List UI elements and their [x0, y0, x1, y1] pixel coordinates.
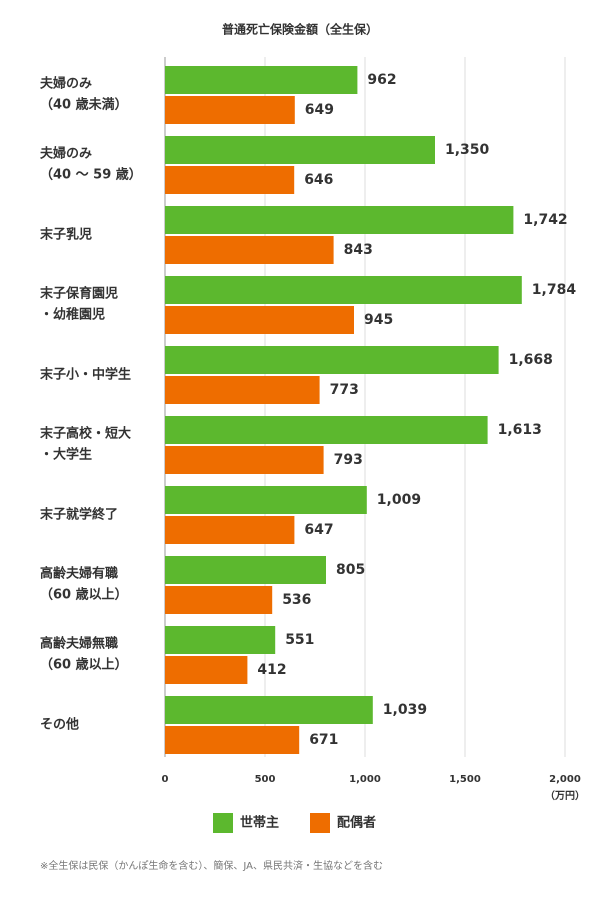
- category-label: 高齢夫婦有職: [40, 566, 118, 582]
- category-label: （60 歳以上）: [40, 657, 128, 673]
- value-label: 773: [330, 382, 359, 398]
- chart-title: 普通死亡保険金額（全生保）: [222, 22, 378, 37]
- bar: [165, 96, 295, 124]
- value-label: 412: [257, 662, 286, 678]
- bar: [165, 516, 295, 544]
- value-label: 843: [344, 242, 373, 258]
- value-label: 962: [367, 72, 396, 88]
- x-tick-label: 500: [255, 774, 276, 785]
- bar: [165, 206, 514, 234]
- bar: [165, 556, 326, 584]
- value-label: 1,784: [532, 282, 577, 298]
- bar: [165, 416, 488, 444]
- category-label: 末子保育園児: [39, 286, 118, 302]
- category-label: ・大学生: [40, 447, 92, 463]
- bar: [165, 236, 334, 264]
- bar: [165, 726, 300, 754]
- value-label: 536: [282, 592, 311, 608]
- value-label: 551: [285, 632, 314, 648]
- category-label: （40 歳未満）: [40, 97, 128, 113]
- bar: [165, 586, 273, 614]
- x-tick-label: 0: [162, 774, 169, 785]
- x-tick-label: 2,000: [549, 774, 581, 785]
- bar: [165, 656, 248, 684]
- category-label: 末子高校・短大: [39, 426, 131, 442]
- bar: [165, 276, 522, 304]
- value-label: 945: [364, 312, 393, 328]
- category-label: （60 歳以上）: [40, 587, 128, 603]
- value-label: 1,668: [509, 352, 553, 368]
- category-label: 末子就学終了: [39, 507, 118, 523]
- bar: [165, 626, 276, 654]
- value-label: 805: [336, 562, 365, 578]
- value-label: 1,613: [498, 422, 542, 438]
- bar: [165, 446, 324, 474]
- category-label: 末子乳児: [39, 227, 92, 243]
- value-label: 649: [305, 102, 334, 118]
- bar: [165, 696, 373, 724]
- value-label: 671: [309, 732, 338, 748]
- legend-label: 世帯主: [240, 815, 279, 831]
- legend-swatch: [310, 813, 330, 833]
- category-label: その他: [40, 717, 79, 733]
- value-label: 1,009: [377, 492, 421, 508]
- value-label: 793: [334, 452, 363, 468]
- x-axis-unit: （万円）: [545, 789, 585, 802]
- value-label: 646: [304, 172, 333, 188]
- x-tick-label: 1,500: [449, 774, 481, 785]
- value-label: 1,350: [445, 142, 490, 158]
- value-label: 647: [304, 522, 333, 538]
- category-label: 夫婦のみ: [40, 146, 92, 162]
- legend-swatch: [213, 813, 233, 833]
- category-label: 末子小・中学生: [39, 367, 131, 383]
- bar: [165, 66, 358, 94]
- value-label: 1,039: [383, 702, 427, 718]
- bar: [165, 136, 435, 164]
- bar: [165, 486, 367, 514]
- bar: [165, 346, 499, 374]
- x-tick-label: 1,000: [349, 774, 381, 785]
- category-label: （40 〜 59 歳）: [40, 167, 142, 183]
- bar: [165, 376, 320, 404]
- category-label: ・幼稚園児: [40, 307, 105, 323]
- category-label: 夫婦のみ: [40, 76, 92, 92]
- bar: [165, 166, 295, 194]
- value-label: 1,742: [523, 212, 567, 228]
- legend-label: 配偶者: [337, 815, 376, 831]
- bar: [165, 306, 354, 334]
- footnote: ※全生保は民保（かんぽ生命を含む）、簡保、JA、県民共済・生協などを含む: [40, 859, 383, 872]
- category-label: 高齢夫婦無職: [40, 636, 118, 652]
